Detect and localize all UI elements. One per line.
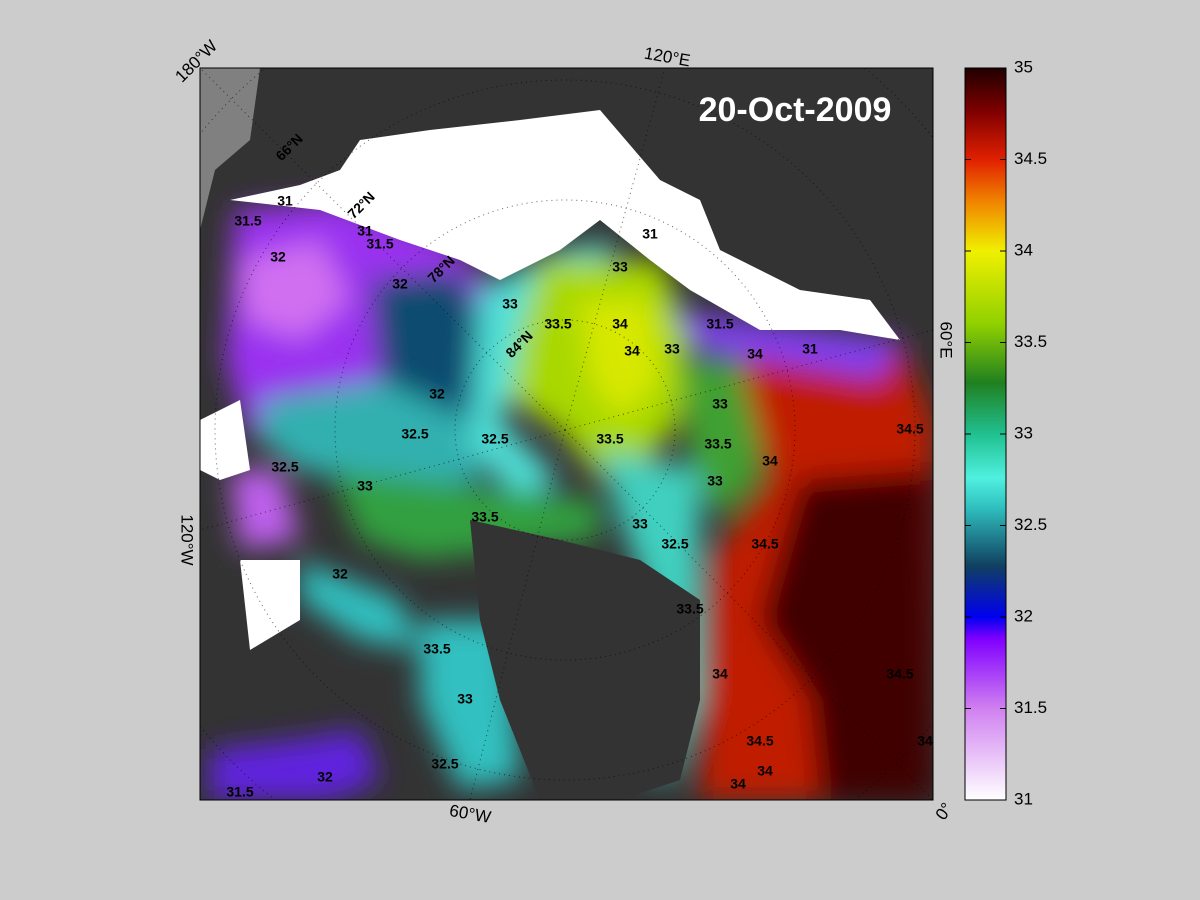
contour-label: 32.5	[401, 426, 428, 442]
contour-label: 32.5	[271, 459, 298, 475]
contour-label: 34.5	[896, 421, 923, 437]
contour-label: 33.5	[544, 316, 571, 332]
contour-label: 32	[270, 249, 286, 265]
colorbar	[964, 67, 1007, 801]
longitude-label: 120°E	[643, 44, 692, 71]
contour-label: 34	[757, 763, 773, 779]
contour-label: 32.5	[481, 431, 508, 447]
map-frame	[199, 67, 934, 801]
contour-label: 34	[917, 733, 933, 749]
graticule	[200, 68, 933, 800]
colorbar-axis: 31 31.5 32 32.5 33 33.5 34 34.5 35	[965, 57, 1047, 808]
ice-patches	[200, 400, 300, 650]
contour-label: 33	[712, 396, 728, 412]
contour-label: 31	[357, 223, 373, 239]
contour-label: 31.5	[706, 316, 733, 332]
contour-label: 32	[429, 386, 445, 402]
contour-label: 34	[612, 316, 628, 332]
contour-label: 31	[642, 226, 658, 242]
longitude-label: 0°	[932, 799, 957, 823]
contour-label: 33	[502, 296, 518, 312]
contour-label: 34.5	[751, 536, 778, 552]
contour-label: 32.5	[661, 536, 688, 552]
colorbar-tick-label: 33	[1014, 423, 1033, 442]
colorbar-tick-label: 32	[1014, 606, 1033, 625]
contour-label: 34	[712, 666, 728, 682]
contour-label: 33	[707, 473, 723, 489]
contour-label: 31.5	[226, 784, 253, 800]
contour-label: 34	[730, 776, 746, 792]
contour-label: 33	[664, 341, 680, 357]
contour-label: 33	[632, 516, 648, 532]
longitude-label: 60°W	[448, 801, 492, 827]
colorbar-tick-label: 31	[1014, 789, 1033, 808]
sea-ice	[230, 110, 900, 340]
contour-label: 34.5	[886, 666, 913, 682]
longitude-label: 60°E	[937, 321, 956, 358]
colorbar-tick-label: 35	[1014, 57, 1033, 76]
date-title: 20-Oct-2009	[699, 91, 892, 129]
contour-label: 33	[457, 691, 473, 707]
contour-label: 34.5	[746, 733, 773, 749]
colorbar-tick-label: 33.5	[1014, 332, 1047, 351]
contour-label: 32	[332, 566, 348, 582]
contour-label: 33.5	[704, 436, 731, 452]
contour-label: 33.5	[471, 509, 498, 525]
land-gray	[200, 68, 260, 230]
contour-label: 33.5	[676, 601, 703, 617]
contour-label: 33	[357, 478, 373, 494]
contour-label: 31.5	[366, 236, 393, 252]
greenland	[470, 520, 700, 800]
colorbar-tick-label: 31.5	[1014, 698, 1047, 717]
contour-label: 31	[277, 193, 293, 209]
contour-label: 32	[317, 769, 333, 785]
colorbar-tick-label: 34.5	[1014, 149, 1047, 168]
contour-label: 34	[624, 343, 640, 359]
contour-label: 32.5	[431, 756, 458, 772]
salinity-field	[210, 200, 933, 800]
contour-label: 33.5	[596, 431, 623, 447]
contour-label: 32	[392, 276, 408, 292]
longitude-label: 120°W	[178, 514, 197, 565]
contour-label: 33	[612, 259, 628, 275]
contour-label: 34	[747, 346, 763, 362]
colorbar-tick-label: 32.5	[1014, 515, 1047, 534]
contour-label: 34	[762, 453, 778, 469]
contour-label: 31.5	[234, 213, 261, 229]
contour-label: 31	[802, 341, 818, 357]
contour-label: 33.5	[423, 641, 450, 657]
colorbar-tick-label: 34	[1014, 240, 1033, 259]
